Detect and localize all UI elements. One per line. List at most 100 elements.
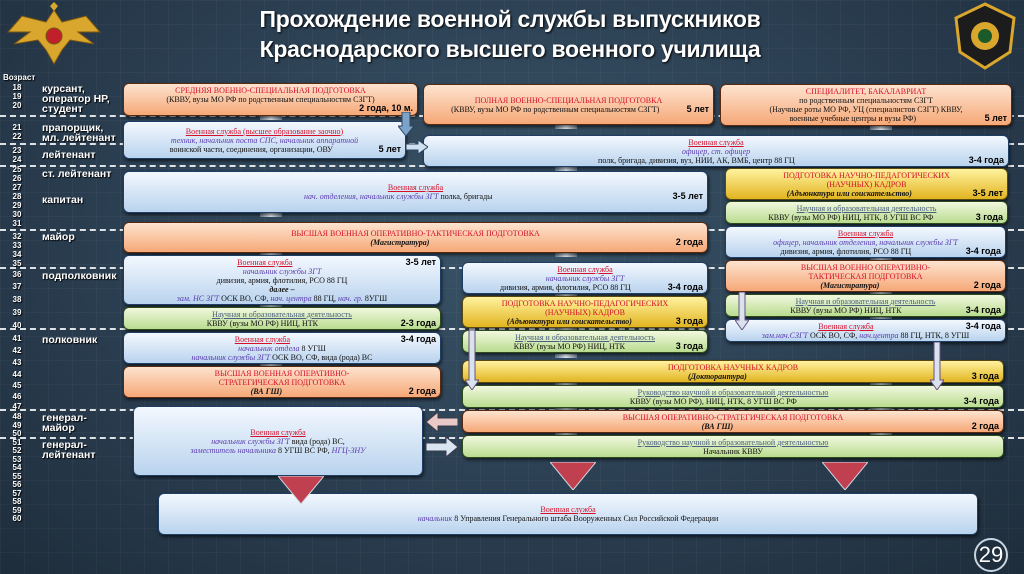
box-text-segment: Военная служба	[688, 137, 744, 147]
box-text-line: Военная служба	[138, 428, 418, 437]
rank-label: прапорщик, мл. лейтенант	[42, 122, 116, 144]
box-text-segment: нач. гр.	[338, 293, 365, 303]
age-label: 25	[12, 165, 22, 174]
box-text-line: КВВУ (вузы МО РФ) НИЦ, НТК 3-4 года	[730, 304, 1001, 315]
rank-label-line: генерал-	[42, 412, 87, 424]
box-text: нач. отделения, начальник службы ЗГТ пол…	[128, 192, 669, 201]
age-label: 55	[12, 471, 22, 481]
box-text-segment: Военная служба	[234, 334, 290, 344]
box-text-segment: Руководство научной и образовательной де…	[637, 437, 829, 447]
box-text-line: ТАКТИЧЕСКАЯ ПОДГОТОВКА	[730, 272, 1001, 281]
box-text-segment: начальник службы ЗГТ	[242, 266, 322, 276]
box-text-segment: полка, бригады	[440, 192, 493, 201]
box-text-line: СПЕЦИАЛИТЕТ, БАКАЛАВРИАТ	[725, 87, 1007, 96]
age-label: 50	[12, 429, 22, 438]
box-text: КВВУ (вузы МО РФ) НИЦ, НТК	[730, 306, 962, 315]
rank-label-line: прапорщик,	[42, 122, 104, 134]
age-label: 19	[12, 92, 22, 101]
box-text-line: офицер, ст. офицер	[428, 147, 1004, 156]
box-text: Научная и образовательная деятельность	[128, 310, 436, 319]
age-label: 57	[12, 488, 22, 498]
scientific-training-box: ПОДГОТОВКА НАУЧНЫХ КАДРОВ (Докторантура) 3…	[462, 360, 1004, 383]
box-text: КВВУ (вузы МО РФ) НИЦ, НТК	[128, 319, 397, 328]
box-text-line: (НАУЧНЫХ) КАДРОВ	[730, 180, 1003, 189]
box-text-line: ВЫСШАЯ ВОЕННАЯ ОПЕРАТИВНО-ТАКТИЧЕСКАЯ ПО…	[128, 229, 703, 238]
military-service-box: Военная служба офицер, начальник отделени…	[725, 226, 1006, 258]
box-text: ВЫСШАЯ ОПЕРАТИВНО-СТРАТЕГИЧЕСКАЯ ПОДГОТО…	[467, 413, 999, 422]
box-text-segment: техник, начальник поста СПС, начальник а…	[170, 135, 359, 145]
box-text: Научная и образовательная деятельность	[730, 297, 1001, 306]
box-text-segment: Военная служба (высшее образование заочн…	[185, 126, 344, 136]
box-text: ПОДГОТОВКА НАУЧНО-ПЕДАГОГИЧЕСКИХ	[730, 171, 1003, 180]
age-label: 49	[12, 420, 22, 430]
box-text-segment: (НАУЧНЫХ) КАДРОВ	[545, 307, 625, 317]
age-label: 21	[12, 123, 22, 132]
rank-label-line: полковник	[42, 334, 98, 346]
box-text-line: КВВУ (вузы МО РФ) НИЦ, НТК 2-3 года	[128, 318, 436, 328]
duration-label: 2 года	[971, 420, 999, 431]
arrow-down-icon	[278, 476, 324, 504]
scientific-training-box: ПОДГОТОВКА НАУЧНО-ПЕДАГОГИЧЕСКИХ (НАУЧНЫХ…	[462, 296, 708, 328]
connector	[555, 253, 577, 257]
box-text: Военная служба	[163, 505, 973, 514]
rank-label-line: студент	[42, 103, 83, 115]
rank-label: лейтенант	[42, 150, 95, 161]
box-text-segment: дивизия, армия, флотилия, РСО 88 ГЦ	[500, 282, 631, 292]
age-divider-line	[0, 328, 1024, 330]
scientific-activity-box: Руководство научной и образовательной де…	[462, 385, 1004, 408]
military-service-box: Военная служба (высшее образование заочн…	[123, 121, 406, 159]
box-text: воинской части, соединения, организации,…	[128, 145, 375, 154]
box-text-segment: ОСК ВО, СФ, вида (рода) ВС	[272, 352, 373, 362]
rank-label-line: курсант,	[42, 83, 85, 95]
box-text-line: начальник службы ЗГТ	[467, 274, 703, 283]
box-text: Научная и образовательная деятельность	[730, 204, 1003, 213]
age-label: 27	[12, 183, 22, 192]
age-label: 45	[12, 381, 22, 390]
box-text-line: Военная служба	[467, 265, 703, 274]
age-label: 24	[12, 155, 22, 164]
scientific-activity-box: Научная и образовательная деятельность КВ…	[725, 294, 1006, 317]
box-text-segment: заместитель начальника	[190, 445, 278, 455]
box-text-segment: начальник	[417, 514, 455, 523]
duration-label: 2 года, 10 м.	[359, 103, 413, 113]
age-label: 36	[12, 270, 22, 279]
education-stage-box: ВЫСШАЯ ВОЕННО ОПЕРАТИВНО- ТАКТИЧЕСКАЯ ПОД…	[725, 260, 1006, 292]
age-label: 38	[12, 295, 22, 304]
age-label: 46	[12, 392, 22, 401]
box-text-segment: по родственным специальностям СЗГТ	[799, 96, 933, 105]
box-text-segment: КВВУ (вузы МО РФ) НИЦ, НТК	[206, 318, 318, 328]
box-text-line: Военная служба 3-4 года	[730, 321, 1001, 331]
box-text: Военная служба (высшее образование заочн…	[128, 127, 401, 136]
box-text-segment: ПОДГОТОВКА НАУЧНО-ПЕДАГОГИЧЕСКИХ	[501, 298, 669, 308]
box-text: начальник службы ЗГТ	[128, 267, 436, 276]
rank-label-line: майор	[42, 231, 75, 243]
duration-label: 3-4 года	[965, 304, 1001, 315]
box-text: ВЫСШАЯ ВОЕННО ОПЕРАТИВНО-	[730, 263, 1001, 272]
box-text: дивизия, армия, флотилия, РСО 88 ГЦ	[128, 276, 436, 285]
box-text-line: (Адъюнктура или соискательство) 3-5 лет	[730, 188, 1003, 198]
age-label: 47	[12, 402, 22, 411]
box-text-segment: (Научные роты МО РФ, УЦ (специалистов СЗ…	[769, 105, 963, 114]
box-text-line: Научная и образовательная деятельность	[467, 333, 703, 342]
age-label: 51	[12, 437, 22, 447]
rank-label-line: капитан	[42, 194, 84, 206]
box-text-line: воинской части, соединения, организации,…	[128, 144, 401, 154]
age-label: 54	[12, 463, 22, 472]
box-text: (Адъюнктура или соискательство)	[467, 317, 672, 326]
age-label: 35	[12, 259, 22, 268]
rank-label: капитан	[42, 194, 84, 206]
box-text: КВВУ (вузы МО РФ) НИЦ, НТК, 8 УГШ ВС РФ	[730, 213, 972, 222]
connector	[555, 167, 577, 171]
duration-label: 2 года	[675, 236, 703, 247]
education-stage-box: СРЕДНЯЯ ВОЕННО-СПЕЦИАЛЬНАЯ ПОДГОТОВКА (КВ…	[123, 83, 418, 116]
duration-label: 3-5 лет	[672, 191, 703, 201]
box-text: дивизия, армия, флотилия, РСО 88 ГЦ	[467, 283, 664, 292]
military-service-box: Военная служба нач. отделения, начальник …	[123, 171, 708, 213]
duration-label: 3-4 года	[963, 395, 999, 406]
box-text-segment: начальник службы ЗГТ	[545, 273, 625, 283]
school-emblem-logo	[954, 2, 1016, 70]
box-text: начальник службы ЗГТ	[467, 274, 703, 283]
box-text: СРЕДНЯЯ ВОЕННО-СПЕЦИАЛЬНАЯ ПОДГОТОВКА	[128, 86, 413, 95]
box-text: ПОЛНАЯ ВОЕННО-СПЕЦИАЛЬНАЯ ПОДГОТОВКА	[428, 96, 709, 105]
box-text-segment: Военная служба	[250, 427, 306, 437]
